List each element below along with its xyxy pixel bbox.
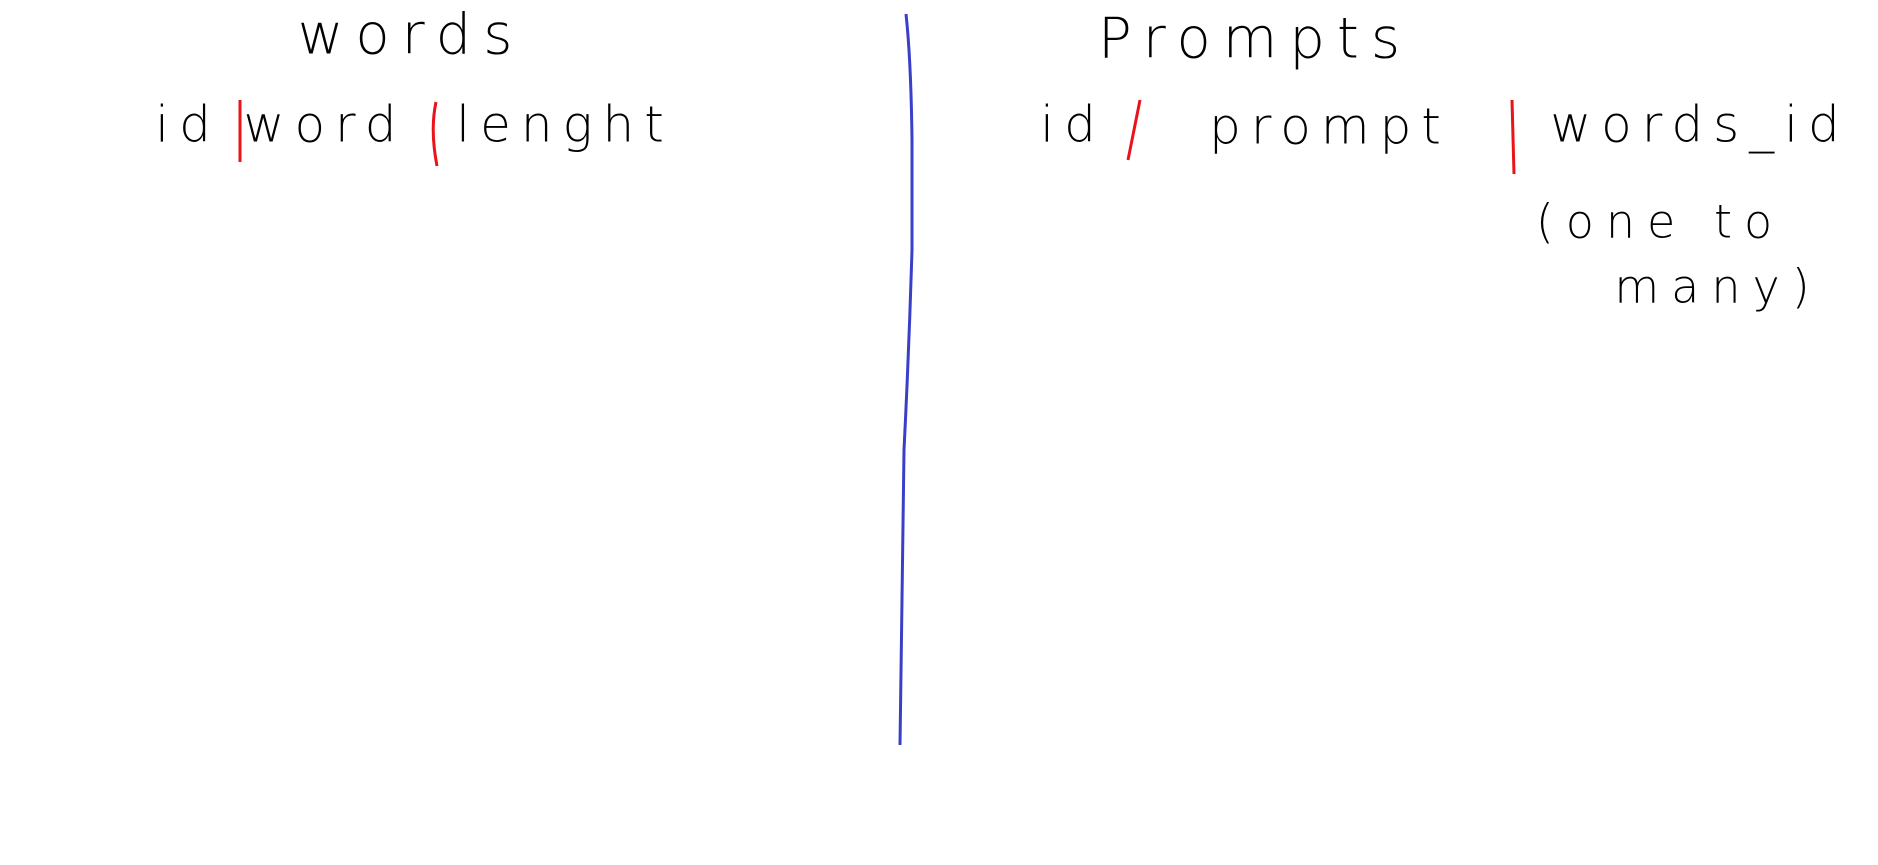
table-title: Prompts: [1098, 6, 1412, 71]
column-name: prompt: [1209, 98, 1451, 156]
column-separator: [1126, 99, 1142, 161]
relationship-note: (one to: [1536, 195, 1784, 249]
relationship-note: many): [1614, 260, 1821, 314]
column-name: id: [1040, 96, 1106, 154]
column-separator: [431, 101, 439, 167]
column-name: id: [155, 96, 221, 154]
column-separator: [1510, 99, 1516, 175]
column-name: word: [244, 96, 407, 154]
table-title: words: [298, 2, 525, 67]
divider: [898, 13, 914, 746]
column-name: lenght: [456, 96, 674, 154]
column-name: words_id: [1550, 96, 1850, 154]
